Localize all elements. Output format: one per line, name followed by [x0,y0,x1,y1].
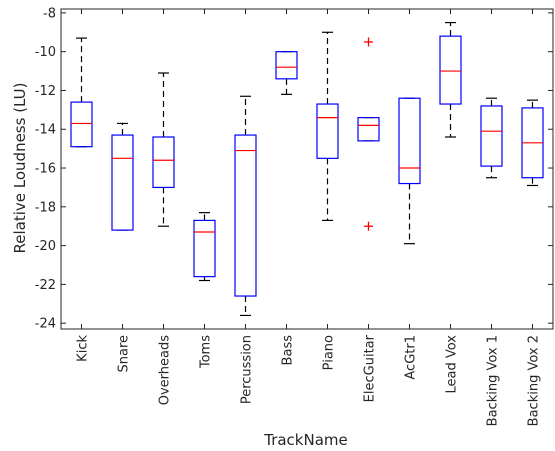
y-tick-label: -12 [35,84,56,99]
x-tick-label: ElecGuitar [363,334,378,402]
x-axis-title: TrackName [263,431,348,449]
y-tick-label: -24 [35,317,56,332]
y-tick-label: -20 [35,239,56,254]
y-tick-label: -8 [43,6,56,21]
y-tick-label: -18 [35,200,56,215]
x-tick-label: Lead Vox [445,335,460,394]
y-tick-label: -14 [35,123,56,138]
y-tick-label: -22 [35,278,56,293]
x-tick-label: Snare [117,335,132,373]
x-tick-label: Piano [322,335,337,370]
y-tick-label: -16 [35,162,56,177]
x-tick-label: Kick [76,335,91,362]
x-tick-label: Bass [281,335,296,366]
y-tick-label: -10 [35,45,56,60]
x-tick-label: Toms [199,335,214,369]
x-tick-label: Percussion [240,335,255,404]
x-tick-label: AcGtr1 [404,335,419,380]
x-tick-label: Overheads [158,335,173,405]
x-tick-label: Backing Vox 2 [527,335,542,426]
x-tick-label: Backing Vox 1 [486,335,501,426]
y-axis-title: Relative Loudness (LU) [11,83,29,254]
